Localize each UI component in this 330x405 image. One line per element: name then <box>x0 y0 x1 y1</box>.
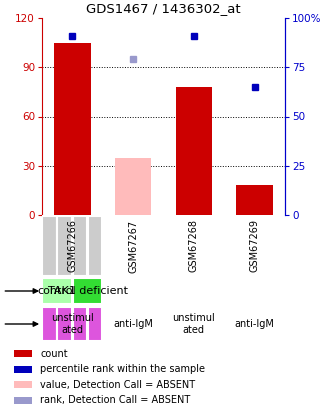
Text: TAK1 deficient: TAK1 deficient <box>48 286 128 296</box>
Text: control: control <box>38 286 77 296</box>
Text: GSM67268: GSM67268 <box>189 220 199 273</box>
Bar <box>73 216 87 276</box>
Text: GSM67269: GSM67269 <box>249 220 260 273</box>
Bar <box>88 216 102 276</box>
Text: percentile rank within the sample: percentile rank within the sample <box>40 364 205 374</box>
Bar <box>54 43 91 215</box>
Bar <box>57 216 72 276</box>
Bar <box>42 278 72 304</box>
Text: unstimul
ated: unstimul ated <box>51 313 94 335</box>
Bar <box>15 381 32 388</box>
Text: value, Detection Call = ABSENT: value, Detection Call = ABSENT <box>40 380 195 390</box>
Bar <box>15 350 32 358</box>
Text: rank, Detection Call = ABSENT: rank, Detection Call = ABSENT <box>40 395 190 405</box>
Bar <box>88 307 102 341</box>
Bar <box>73 278 102 304</box>
Bar <box>73 307 87 341</box>
Bar <box>57 307 72 341</box>
Text: GSM67266: GSM67266 <box>67 220 77 273</box>
Bar <box>42 216 57 276</box>
Bar <box>42 307 57 341</box>
Title: GDS1467 / 1436302_at: GDS1467 / 1436302_at <box>86 2 241 15</box>
Bar <box>15 366 32 373</box>
Bar <box>176 87 212 215</box>
Text: GSM67267: GSM67267 <box>128 220 138 273</box>
Bar <box>236 185 273 215</box>
Text: unstimul
ated: unstimul ated <box>173 313 215 335</box>
Text: anti-IgM: anti-IgM <box>113 319 153 329</box>
Text: count: count <box>40 349 68 359</box>
Text: anti-IgM: anti-IgM <box>235 319 275 329</box>
Bar <box>115 158 151 215</box>
Bar <box>15 396 32 404</box>
